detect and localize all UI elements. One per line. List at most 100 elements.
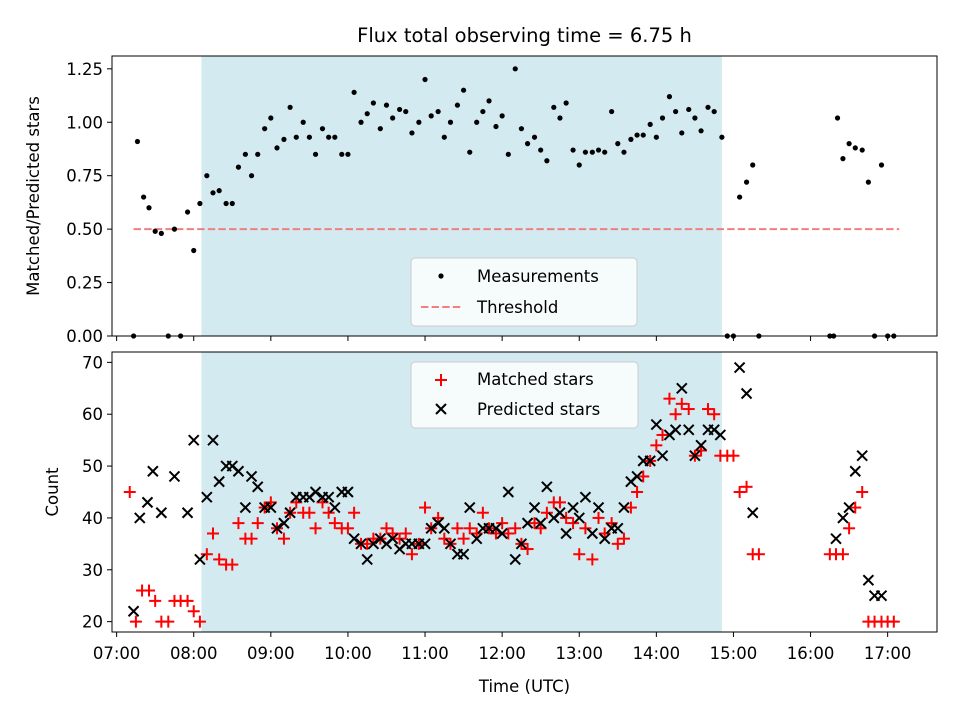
predicted-star-point: [714, 429, 727, 441]
matched-star-point: [675, 397, 688, 410]
measurement-point: [499, 113, 505, 119]
measurement-point: [647, 121, 653, 127]
predicted-star-point: [502, 486, 515, 498]
measurement-point: [840, 156, 846, 162]
predicted-star-point: [348, 532, 360, 545]
measurement-point: [878, 162, 885, 168]
x-tick-label: 12:00: [478, 644, 526, 663]
measurement-point: [531, 134, 538, 140]
matched-star-point: [752, 548, 765, 561]
predicted-star-point: [843, 501, 855, 514]
measurement-point: [480, 108, 486, 115]
measurement-point: [326, 134, 332, 140]
measurement-point: [673, 108, 679, 115]
bottom-y-tick-label: 30: [82, 561, 103, 580]
predicted-star-point: [470, 532, 483, 545]
matched-star-point: [149, 594, 162, 607]
measurement-point: [287, 104, 293, 110]
predicted-star-point: [515, 538, 528, 550]
measurement-point: [570, 147, 576, 153]
predicted-star-point: [534, 517, 547, 529]
measurement-point: [345, 151, 351, 157]
legend-measurements-label: Measurements: [477, 267, 599, 286]
matched-star-point: [341, 522, 354, 535]
measurement-point: [339, 151, 345, 157]
matched-star-point: [303, 506, 316, 519]
measurement-point: [595, 147, 602, 153]
measurement-point: [659, 115, 666, 121]
legend-predicted-marker: [435, 403, 447, 415]
predicted-star-point: [650, 418, 663, 431]
matched-star-point: [393, 532, 406, 545]
predicted-star-point: [849, 465, 861, 477]
matched-star-point: [843, 522, 856, 535]
predicted-star-point: [438, 522, 451, 535]
measurement-point: [640, 132, 646, 138]
measurement-point: [576, 162, 582, 168]
measurement-point: [416, 119, 422, 125]
measurement-point: [268, 115, 274, 121]
matched-star-point: [553, 496, 566, 509]
x-tick-label: 13:00: [555, 644, 603, 663]
matched-star-point: [200, 548, 213, 561]
predicted-star-point: [329, 501, 341, 514]
measurement-point: [351, 89, 357, 95]
predicted-star-point: [560, 527, 572, 540]
measurement-point: [223, 200, 229, 207]
x-axis-label: Time (UTC): [478, 677, 570, 696]
measurement-point: [435, 108, 441, 115]
matched-star-point: [856, 486, 869, 498]
measurement-point: [628, 136, 634, 142]
matched-star-point: [650, 439, 663, 452]
predicted-star-point: [271, 522, 283, 535]
matched-star-point: [656, 428, 669, 441]
predicted-star-point: [612, 522, 624, 535]
measurement-point: [441, 134, 447, 140]
measurement-point: [358, 119, 364, 125]
measurement-point: [235, 164, 242, 170]
measurement-point: [332, 134, 338, 140]
matched-star-point: [579, 522, 592, 535]
predicted-star-point: [278, 517, 290, 529]
predicted-star-point: [181, 507, 194, 519]
matched-star-point: [631, 486, 644, 498]
measurement-point: [146, 205, 152, 211]
measurement-point: [705, 104, 711, 110]
predicted-star-point: [425, 522, 437, 535]
legend-measurements-marker: [438, 273, 444, 279]
top-y-tick-label: 0.25: [66, 274, 103, 293]
measurement-point: [262, 126, 268, 132]
measurement-point: [834, 115, 841, 121]
predicted-star-point: [644, 455, 656, 467]
matched-star-point: [740, 480, 753, 493]
x-tick-label: 09:00: [247, 644, 295, 663]
measurement-point: [377, 126, 383, 132]
predicted-star-point: [213, 475, 225, 488]
measurement-point: [666, 94, 673, 100]
measurement-point: [551, 104, 557, 110]
predicted-star-point: [631, 470, 643, 483]
bottom-axes-frame: [111, 351, 938, 633]
matched-star-point: [129, 615, 142, 628]
x-tick-label: 15:00: [710, 644, 758, 663]
matched-star-point: [573, 548, 586, 561]
predicted-star-point: [541, 481, 553, 493]
measurement-point: [711, 108, 717, 115]
matched-star-point: [419, 501, 432, 514]
predicted-star-point: [367, 538, 380, 550]
predicted-star-point: [592, 501, 605, 514]
ratio-panel: 0.00 0.25 0.50 0.75 1.00 1.25 Flux total obse…: [24, 24, 938, 346]
x-tick-label: 17:00: [864, 644, 912, 663]
matched-star-point: [702, 403, 715, 416]
matched-star-point: [123, 486, 136, 498]
measurement-point: [312, 151, 319, 157]
matched-star-point: [682, 403, 695, 416]
measurement-point: [686, 106, 692, 113]
predicted-star-point: [134, 512, 146, 524]
top-legend: Measurements Threshold: [410, 257, 638, 327]
measurement-point: [210, 190, 216, 196]
measurement-point: [293, 134, 299, 140]
top-y-tick-label: 0.75: [66, 167, 103, 186]
measurement-point: [609, 108, 615, 115]
